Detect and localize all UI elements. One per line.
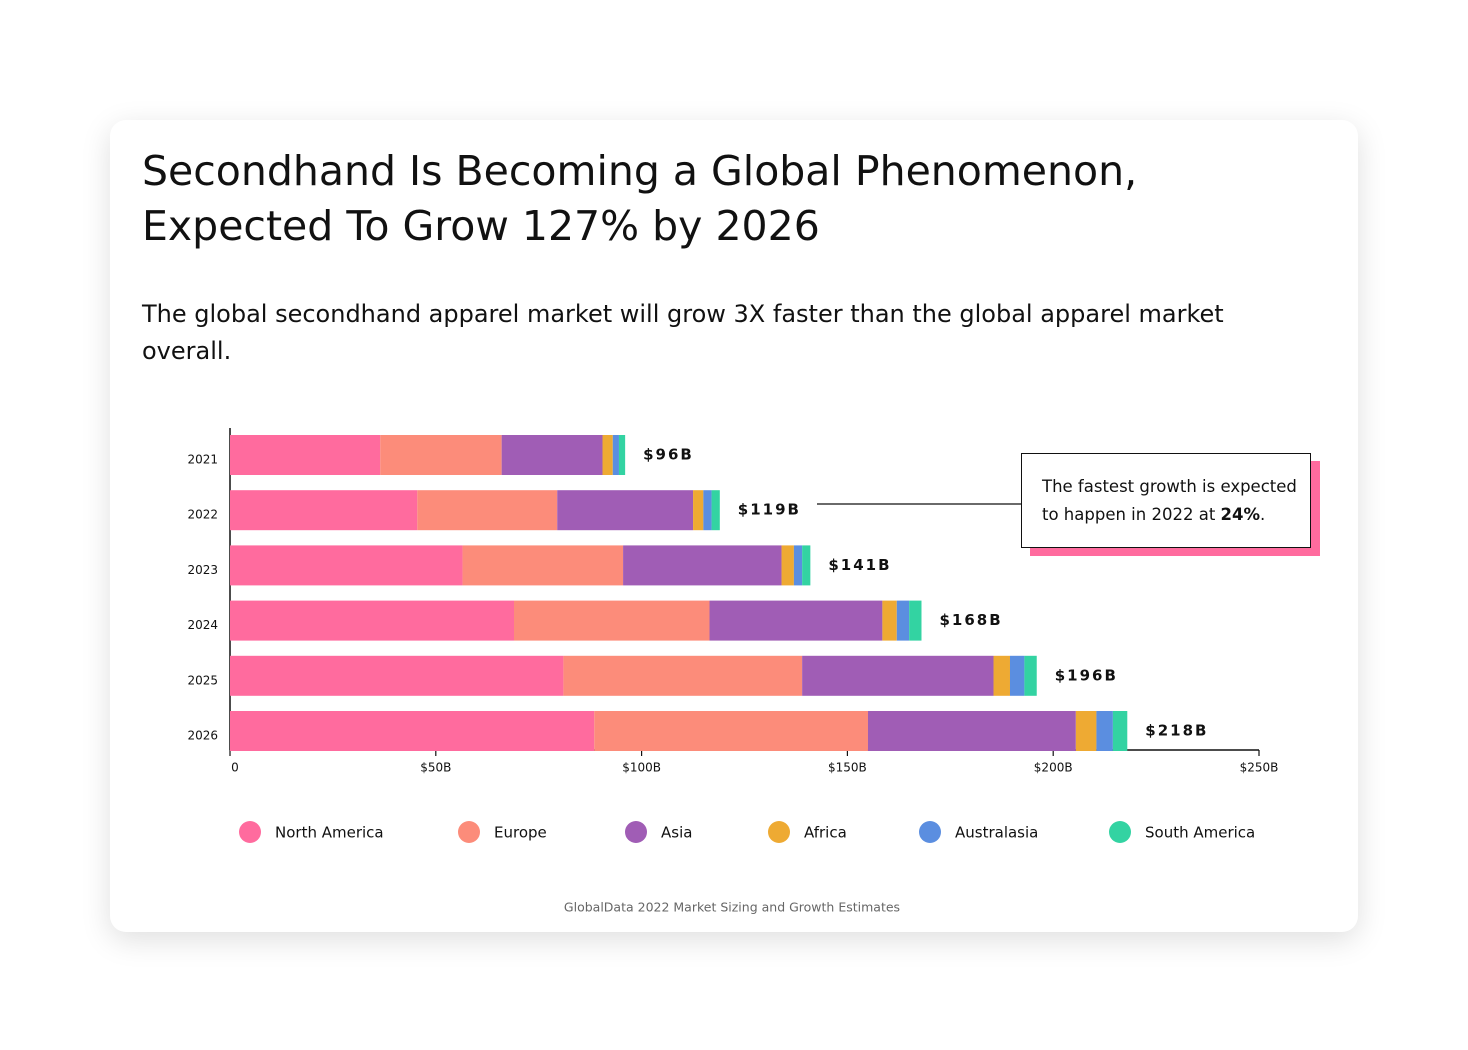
- legend-label: Europe: [494, 824, 547, 842]
- annotation-bold: 24%: [1220, 505, 1261, 524]
- bar-segment: [612, 435, 619, 475]
- x-tick-label: $250B: [1240, 761, 1279, 775]
- bar-segment: [711, 490, 720, 531]
- bar-segment: [563, 655, 803, 696]
- bar-segment: [230, 490, 418, 531]
- y-tick-label: 2021: [187, 453, 218, 467]
- annotation: The fastest growth is expected to happen…: [1021, 453, 1311, 548]
- y-tick-label: 2025: [187, 673, 218, 687]
- bar-segment: [802, 545, 811, 586]
- bar-segment: [993, 655, 1010, 696]
- y-tick-label: 2024: [187, 618, 218, 632]
- bar-segment: [1112, 711, 1128, 751]
- legend-label: North America: [275, 824, 384, 842]
- total-label: $168B: [939, 611, 1002, 629]
- chart-subtitle: The global secondhand apparel market wil…: [142, 300, 1224, 365]
- x-tick-label: $200B: [1034, 761, 1073, 775]
- y-tick-label: 2026: [187, 729, 218, 743]
- bar-segment: [514, 600, 710, 641]
- bar-segment: [501, 435, 603, 475]
- legend-swatch: [458, 821, 480, 843]
- legend-swatch: [625, 821, 647, 843]
- legend-swatch: [919, 821, 941, 843]
- total-label: $96B: [643, 446, 694, 464]
- legend-label: Australasia: [955, 824, 1038, 842]
- y-tick-label: 2023: [187, 563, 218, 577]
- bar-segment: [417, 490, 558, 531]
- source: GlobalData 2022 Market Sizing and Growth…: [564, 900, 900, 915]
- bar-segment: [909, 600, 922, 641]
- bar-segment: [230, 435, 381, 475]
- bar-segment: [709, 600, 883, 641]
- legend-swatch: [768, 821, 790, 843]
- total-label: $141B: [828, 556, 891, 574]
- bar-segment: [1009, 655, 1025, 696]
- legend-swatch: [239, 821, 261, 843]
- bar-segment: [693, 490, 704, 531]
- bar-segment: [623, 545, 782, 586]
- bar-segment: [380, 435, 502, 475]
- total-label: $119B: [738, 501, 801, 519]
- legend-label: Africa: [804, 824, 847, 842]
- bar-segment: [230, 600, 515, 641]
- x-tick-label: 0: [231, 761, 239, 775]
- legend-label: Asia: [661, 824, 692, 842]
- bar-segment: [557, 490, 694, 531]
- bar-segment: [1024, 655, 1037, 696]
- x-tick-label: $100B: [622, 761, 661, 775]
- bar-segment: [703, 490, 712, 531]
- x-tick-label: $50B: [420, 761, 451, 775]
- bar-segment: [594, 711, 868, 751]
- bar-segment: [1075, 711, 1097, 751]
- annotation-text: The fastest growth is expected to happen…: [1042, 477, 1297, 524]
- x-tick-label: $150B: [828, 761, 867, 775]
- annotation-end: .: [1260, 505, 1266, 524]
- y-tick-label: 2022: [187, 508, 218, 522]
- bar-segment: [230, 655, 564, 696]
- bar-segment: [230, 711, 595, 751]
- bar-segment: [896, 600, 910, 641]
- chart-title: Secondhand Is Becoming a Global Phenomen…: [142, 147, 1138, 250]
- legend-swatch: [1109, 821, 1131, 843]
- total-label: $196B: [1055, 666, 1118, 684]
- bar-segment: [802, 655, 994, 696]
- legend-label: South America: [1145, 824, 1255, 842]
- bar-segment: [1096, 711, 1113, 751]
- bar-segment: [602, 435, 613, 475]
- total-label: $218B: [1145, 722, 1208, 740]
- bar-segment: [793, 545, 803, 586]
- bar-segment: [462, 545, 624, 586]
- bar-segment: [867, 711, 1076, 751]
- bar-segment: [781, 545, 794, 586]
- bar-segment: [618, 435, 626, 475]
- bar-segment: [882, 600, 897, 641]
- bar-segment: [230, 545, 463, 586]
